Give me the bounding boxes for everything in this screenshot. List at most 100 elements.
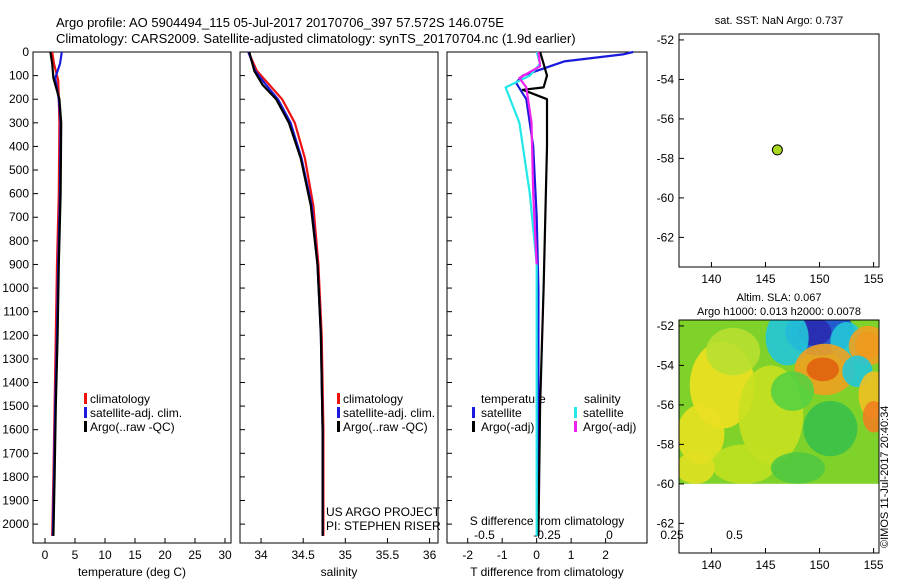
salinity-axis-label: salinity [321, 565, 358, 579]
legend-label-temp-argo: Argo(-adj) [481, 420, 534, 434]
y-tick-label: 1200 [2, 328, 29, 342]
y-tick-label: 1600 [2, 423, 29, 437]
x-tick-label: 2 [602, 548, 609, 562]
x-tick-label: 35 [339, 548, 353, 562]
pi-annotation: PI: STEPHEN RISER [326, 519, 441, 533]
legend-swatch-argo [337, 421, 340, 432]
legend-label-climatology: climatology [90, 392, 150, 406]
map-y-tick-label: -60 [657, 477, 675, 491]
difference-plot-frame [446, 51, 648, 544]
y-tick-label: 900 [9, 257, 29, 271]
x-tick-label: 1 [568, 548, 575, 562]
sla-anomaly-patch [711, 444, 777, 484]
salinity-plot-frame [239, 51, 439, 544]
legend-title-salinity: salinity [584, 392, 621, 406]
x-tick-label: 0 [42, 548, 49, 562]
series-line-satellite [504, 51, 542, 536]
sla-anomaly-patch [862, 400, 879, 433]
temperature-plot-frame [32, 51, 232, 544]
legend-swatch-sal-argo [574, 421, 577, 432]
y-tick-label: 700 [9, 210, 29, 224]
series-line-satellite-adj-clim- [247, 51, 324, 536]
s-difference-axis-label: S difference from climatology [470, 514, 625, 528]
legend-label-satellite: satellite-adj. clim. [343, 406, 435, 420]
legend-swatch-climatology [84, 393, 87, 404]
argo-position-marker [771, 144, 783, 156]
top-x-tick-label: 0.25 [660, 528, 684, 542]
x-tick-label: 20 [158, 548, 172, 562]
y-tick-label: 1900 [2, 494, 29, 508]
map-y-tick-label: -56 [657, 112, 675, 126]
legend-title-temperature: temperature [481, 392, 546, 406]
y-tick-label: 1500 [2, 399, 29, 413]
figure-title-line2: Climatology: CARS2009. Satellite-adjuste… [56, 31, 576, 46]
x-tick-label: 30 [218, 548, 232, 562]
sst-map-title: sat. SST: NaN Argo: 0.737 [715, 15, 843, 27]
sst-map-frame [678, 33, 880, 268]
legend-swatch-satellite [84, 407, 87, 418]
x-tick-label: 0 [533, 548, 540, 562]
x-tick-label: -1 [497, 548, 508, 562]
legend-label-satellite: satellite-adj. clim. [90, 406, 182, 420]
series-line-argo-raw-qc- [248, 51, 324, 536]
map-x-tick-label: 140 [701, 272, 721, 286]
legend-label-argo: Argo(..raw -QC) [343, 420, 428, 434]
map-x-tick-label: 145 [755, 272, 775, 286]
map-y-tick-label: -62 [657, 516, 675, 530]
map-x-tick-label: 155 [864, 558, 884, 572]
series-line-argo-adj- [521, 51, 549, 536]
map-x-tick-label: 150 [810, 272, 830, 286]
sla-anomaly-patch [679, 404, 725, 465]
y-tick-label: 2000 [2, 517, 29, 531]
x-tick-label: 36 [423, 548, 437, 562]
x-tick-label: 34 [254, 548, 268, 562]
imos-timestamp: ©IMOS 11-Jul-2017 20:40:34 [879, 406, 891, 548]
top-x-tick-label: -0.25 [533, 528, 561, 542]
legend-swatch-temp-argo [472, 421, 475, 432]
x-tick-label: 35.5 [376, 548, 400, 562]
temperature-profile-panel: temperature (deg C) climatology satellit… [2, 45, 232, 579]
salinity-profile-panel: salinity climatology satellite-adj. clim… [239, 51, 441, 579]
y-tick-label: 1800 [2, 470, 29, 484]
legend-swatch-climatology [337, 393, 340, 404]
y-tick-label: 400 [9, 139, 29, 153]
map-y-tick-label: -58 [657, 151, 675, 165]
map-y-tick-label: -62 [657, 230, 675, 244]
t-difference-axis-label: T difference from climatology [470, 565, 624, 579]
top-x-tick-label: -0.5 [474, 528, 495, 542]
legend-swatch-satellite [337, 407, 340, 418]
legend-label-sal-argo: Argo(-adj) [583, 420, 636, 434]
project-annotation: US ARGO PROJECT [326, 505, 441, 519]
x-tick-label: 25 [188, 548, 202, 562]
sla-map-subtitle: Argo h1000: 0.013 h2000: 0.0078 [697, 306, 861, 318]
sla-map-panel: Altim. SLA: 0.067 Argo h1000: 0.013 h200… [657, 292, 884, 572]
x-tick-label: 10 [98, 548, 112, 562]
x-tick-label: 5 [72, 548, 79, 562]
difference-legend: temperature salinity satellite Argo(-adj… [472, 392, 636, 434]
top-x-tick-label: 0 [606, 528, 613, 542]
map-x-tick-label: 140 [701, 558, 721, 572]
y-tick-label: 0 [22, 45, 29, 59]
map-x-tick-label: 145 [755, 558, 775, 572]
y-tick-label: 600 [9, 187, 29, 201]
map-x-tick-label: 155 [864, 272, 884, 286]
y-tick-label: 500 [9, 163, 29, 177]
sla-anomaly-patch [706, 327, 761, 376]
map-y-tick-label: -54 [657, 72, 675, 86]
sla-anomaly-patch [848, 325, 879, 366]
legend-label-climatology: climatology [343, 392, 403, 406]
map-y-tick-label: -54 [657, 358, 675, 372]
map-y-tick-label: -52 [657, 33, 675, 47]
map-y-tick-label: -52 [657, 319, 675, 333]
sla-map-frame [678, 319, 880, 554]
sst-map-panel: sat. SST: NaN Argo: 0.737 140 145 150 155 -5… [657, 15, 884, 286]
difference-profile-panel: T difference from climatology S differen… [446, 50, 743, 579]
temperature-legend: climatology satellite-adj. clim. Argo(..… [84, 392, 182, 434]
y-tick-label: 1000 [2, 281, 29, 295]
y-tick-label: 100 [9, 69, 29, 83]
temperature-axis-label: temperature (deg C) [78, 565, 186, 579]
legend-label-temp-satellite: satellite [481, 406, 522, 420]
x-tick-label: 34.5 [292, 548, 316, 562]
map-y-tick-label: -58 [657, 437, 675, 451]
